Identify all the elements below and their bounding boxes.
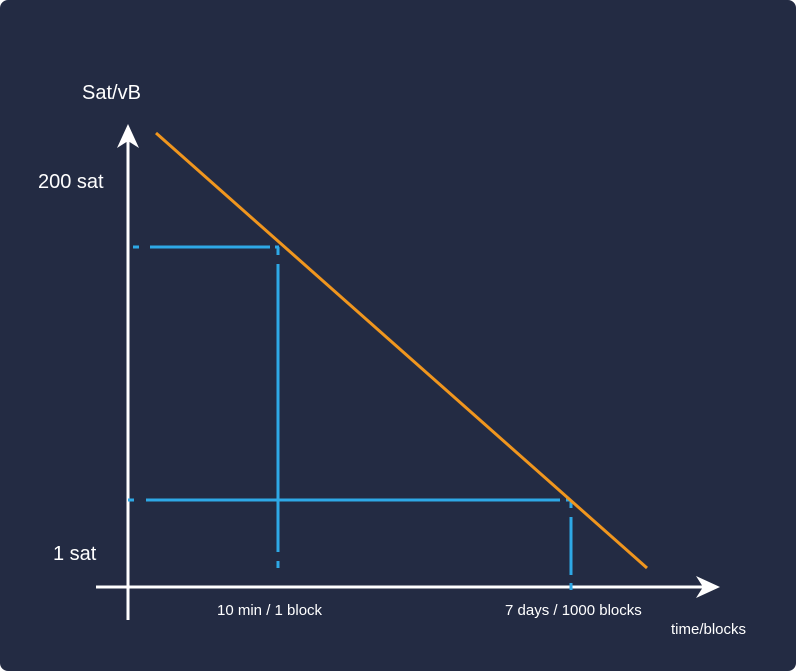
x-axis-arrowhead	[696, 576, 720, 598]
y-axis-label: Sat/vB	[82, 82, 141, 104]
guide-lines	[128, 245, 573, 590]
x-axis-label: time/blocks	[671, 621, 746, 638]
x-tick-label-second: 7 days / 1000 blocks	[505, 602, 642, 619]
axes	[96, 124, 720, 620]
x-tick-label-first: 10 min / 1 block	[217, 602, 323, 619]
y-tick-label-high: 200 sat	[38, 171, 104, 193]
y-tick-label-low: 1 sat	[53, 543, 97, 565]
y-axis-arrowhead	[117, 124, 139, 148]
fee-rate-line	[155, 131, 648, 570]
